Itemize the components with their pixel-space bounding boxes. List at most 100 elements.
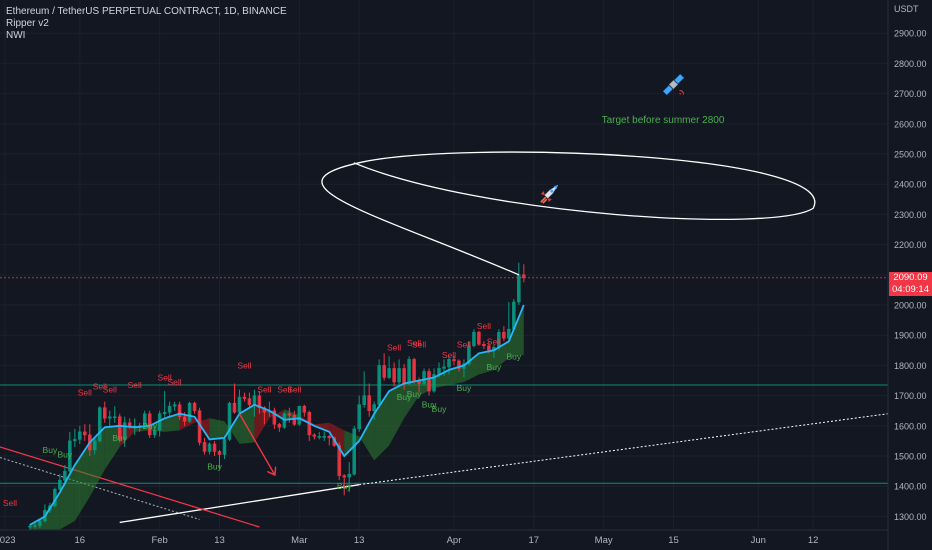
candle-body xyxy=(172,404,177,407)
candle-body xyxy=(212,443,217,452)
buy-signal-label: Buy xyxy=(207,462,222,472)
sell-signal-label: Sell xyxy=(3,498,17,508)
candle-body xyxy=(402,368,406,384)
rocket-window xyxy=(550,189,554,193)
time-tick-label: 15 xyxy=(668,535,679,546)
sell-signal-label: Sell xyxy=(168,377,182,387)
chart-legend: Ethereum / TetherUS PERPETUAL CONTRACT, … xyxy=(6,6,287,42)
candle-body xyxy=(477,331,481,345)
price-tick-label: 1300.00 xyxy=(894,512,927,522)
candle-body xyxy=(327,436,332,439)
trendline xyxy=(0,457,200,520)
candle-body xyxy=(507,328,511,339)
indicator-band-segment xyxy=(59,465,75,530)
price-tick-label: 2900.00 xyxy=(894,29,927,39)
indicator-band-segment xyxy=(104,425,120,470)
indicator-band-segment xyxy=(74,442,90,521)
candle-body xyxy=(412,359,416,381)
candle-body xyxy=(447,359,451,368)
price-tick-label: 1500.00 xyxy=(894,452,927,462)
projection-ellipse xyxy=(321,151,816,276)
candle-body xyxy=(257,395,262,408)
symbol-title[interactable]: Ethereum / TetherUS PERPETUAL CONTRACT, … xyxy=(6,6,287,17)
satellite-panel-right xyxy=(674,73,685,84)
down-arrow xyxy=(238,413,274,474)
time-tick-label: 2023 xyxy=(0,535,16,546)
candle-body xyxy=(247,398,252,405)
sell-signal-label: Sell xyxy=(412,339,426,349)
candle-body xyxy=(277,424,282,428)
candle-body xyxy=(342,475,346,478)
candle-body xyxy=(103,407,107,419)
sell-signal-label: Sell xyxy=(237,360,251,370)
price-tick-label: 1400.00 xyxy=(894,482,927,492)
time-tick-label: 12 xyxy=(808,535,819,546)
sell-signal-label: Sell xyxy=(487,336,501,346)
sell-signal-label: Sell xyxy=(103,385,117,395)
satellite-signal xyxy=(679,90,684,95)
candle-body xyxy=(202,442,207,452)
candle-body xyxy=(237,396,242,413)
buy-signal-label: Buy xyxy=(507,351,522,361)
indicator-nwi[interactable]: NWI xyxy=(6,30,26,41)
indicator-ripper[interactable]: Ripper v2 xyxy=(6,18,49,29)
sell-signal-label: Sell xyxy=(457,339,471,349)
price-tick-label: 2400.00 xyxy=(894,180,927,190)
time-tick-label: 13 xyxy=(214,535,225,546)
time-tick-label: 13 xyxy=(354,535,365,546)
candle-body xyxy=(98,407,102,442)
drawings xyxy=(238,151,816,474)
candle-body xyxy=(38,520,42,526)
buy-signal-label: Buy xyxy=(58,450,73,460)
candle-body xyxy=(312,434,317,437)
candle-body xyxy=(377,365,381,405)
price-tick-label: 2800.00 xyxy=(894,59,927,69)
candle-body xyxy=(452,359,456,362)
candle-body xyxy=(227,402,232,440)
candle-body xyxy=(112,416,117,419)
buy-signal-label: Buy xyxy=(487,362,502,372)
sell-signal-label: Sell xyxy=(277,385,291,395)
price-tick-label: 2200.00 xyxy=(894,240,927,250)
candle-body xyxy=(382,365,386,378)
candle-body xyxy=(63,470,67,481)
satellite-icon xyxy=(662,73,685,96)
candle-body xyxy=(362,395,366,405)
candle-body xyxy=(427,371,431,392)
price-tick-label: 2600.00 xyxy=(894,119,927,129)
time-tick-label: May xyxy=(595,535,613,546)
candle-body xyxy=(78,431,82,440)
candle-body xyxy=(167,405,172,413)
buy-signal-label: Buy xyxy=(43,445,58,455)
time-tick-label: Apr xyxy=(447,535,462,546)
trendline xyxy=(0,446,260,528)
candle-body xyxy=(482,344,486,347)
trendline xyxy=(359,413,889,486)
price-tick-label: 2000.00 xyxy=(894,301,927,311)
candle-body xyxy=(302,405,307,413)
candle-body xyxy=(187,402,192,422)
indicator-band-segment xyxy=(209,418,225,440)
price-tick-label: 1700.00 xyxy=(894,391,927,401)
candle-body xyxy=(58,479,62,490)
candle-body xyxy=(372,404,376,411)
candle-body xyxy=(108,416,112,419)
candle-body xyxy=(337,445,341,476)
time-axis[interactable]: 2023 16 Feb 13 Mar 13 Apr 17 May 15 Jun 12 xyxy=(0,529,888,546)
candle-body xyxy=(322,436,327,438)
candle-body xyxy=(392,368,396,383)
time-tick-label: Mar xyxy=(291,535,307,546)
indicator-band-segment xyxy=(254,404,270,443)
indicator-band-segment xyxy=(448,365,464,386)
candle-body xyxy=(317,436,322,438)
indicator-band-segment xyxy=(359,413,375,461)
icons xyxy=(540,73,685,204)
indicator-band-segment xyxy=(164,413,180,432)
buy-signal-label: Buy xyxy=(142,421,157,431)
sell-signal-label: Sell xyxy=(158,373,172,383)
candle-body xyxy=(83,431,87,436)
sell-signal-label: Sell xyxy=(387,342,401,352)
candle-body xyxy=(442,366,446,369)
price-tick-label: 1800.00 xyxy=(894,361,927,371)
